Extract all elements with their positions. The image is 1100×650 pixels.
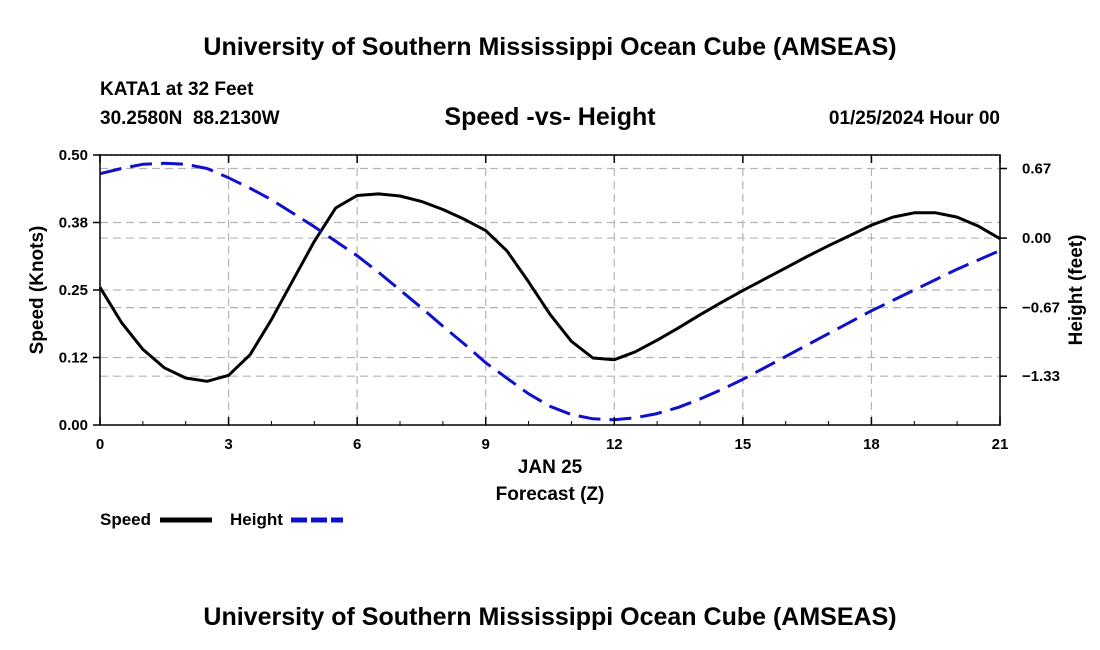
series-line-speed [98,192,1001,383]
x-date-label: JAN 25 [518,457,583,478]
ticks: 0 3 6 9 12 15 18 21 0.00 0.12 0.25 0.38 0.50 0.67 0.00… [59,147,1060,453]
x-axis-title: Forecast (Z) [496,484,605,505]
y-right-axis-title: Height (feet) [1066,235,1087,346]
x-tick-label: 15 [735,436,752,453]
series [98,161,1001,422]
chart-title: Speed -vs- Height [444,103,656,131]
grid [100,154,1000,425]
y-left-tick-label: 0.50 [59,147,88,164]
y-left-tick-label: 0.00 [59,417,88,434]
y-left-axis-title: Speed (Knots) [27,226,48,355]
y-left-tick-label: 0.12 [59,350,88,367]
page-title: University of Southern Mississippi Ocean… [203,33,896,61]
legend-height-label: Height [230,510,283,529]
series-line-height [99,161,1001,422]
x-tick-label: 6 [353,436,361,453]
run-time: 01/25/2024 Hour 00 [829,108,1000,129]
x-tick-label: 21 [992,436,1009,453]
y-right-tick-label: −0.67 [1022,300,1060,317]
legend: Speed Height [100,510,343,529]
station-coords: 30.2580N 88.2130W [100,108,280,129]
y-left-tick-label: 0.25 [59,282,88,299]
x-tick-label: 0 [96,436,104,453]
y-right-tick-label: 0.67 [1022,161,1051,178]
y-left-tick-label: 0.38 [59,215,88,232]
x-tick-label: 12 [606,436,623,453]
footer-title: University of Southern Mississippi Ocean… [203,603,896,631]
station-name: KATA1 at 32 Feet [100,79,254,100]
x-tick-label: 18 [863,436,880,453]
x-tick-label: 9 [482,436,490,453]
y-right-tick-label: 0.00 [1022,230,1051,247]
legend-speed-label: Speed [100,510,151,529]
x-tick-label: 3 [224,436,232,453]
y-right-tick-label: −1.33 [1022,368,1060,385]
